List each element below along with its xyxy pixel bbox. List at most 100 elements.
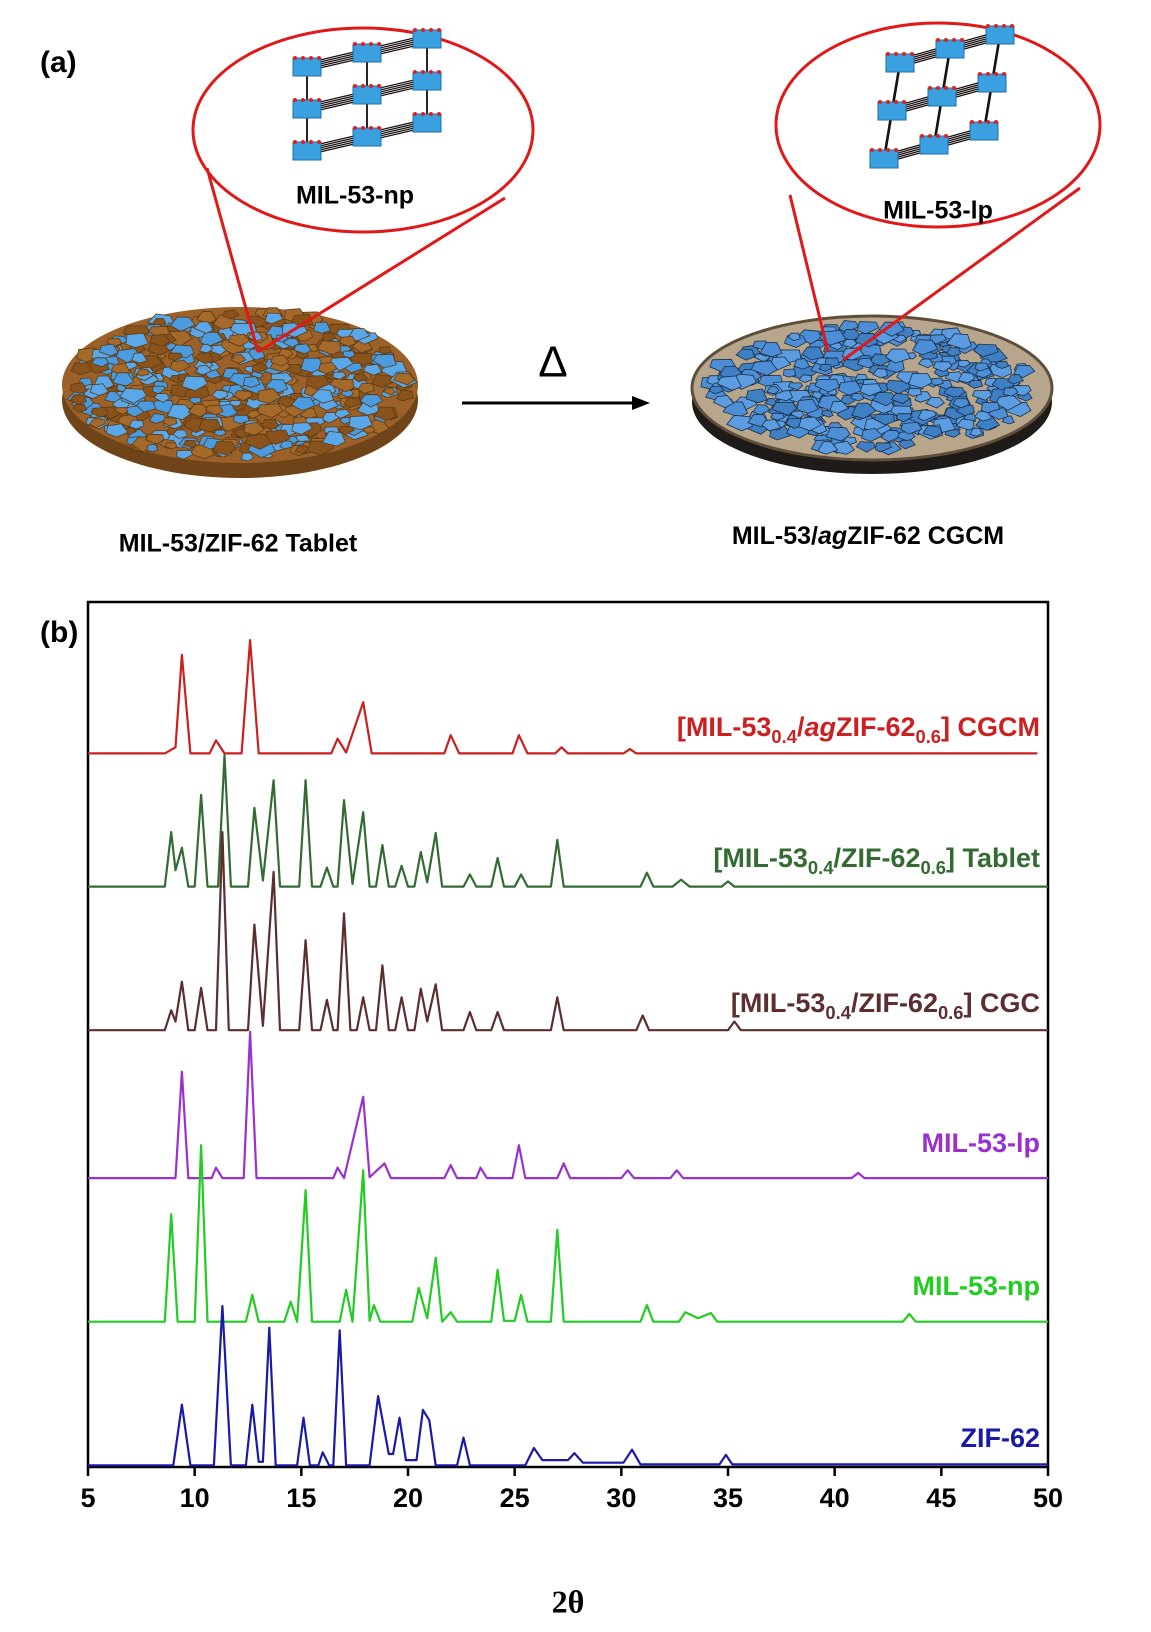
atom [293,56,297,60]
atom [1002,72,1006,76]
metal-node [878,102,906,120]
atom [978,72,982,76]
text-part: ag [804,712,836,742]
atom [369,126,373,130]
atom [369,42,373,46]
atom [886,52,890,56]
metal-node [886,54,914,72]
atom [353,126,357,130]
metal-node [928,88,956,106]
atom [413,112,417,116]
atom [429,112,433,116]
metal-node [986,26,1014,44]
atom [309,56,313,60]
text-part: ag [818,522,847,550]
atom [293,98,297,102]
metal-node [353,86,381,104]
x-tick-label: 15 [286,1483,316,1513]
atom [377,42,381,46]
atom [421,28,425,32]
atom [994,120,998,124]
text-part: 0.6 [920,857,946,878]
crystal [947,348,961,357]
atom [413,28,417,32]
atom [986,120,990,124]
inset-label: MIL-53-lp [883,197,993,225]
crystal [784,369,797,377]
x-tick-label: 25 [500,1483,530,1513]
atom [317,140,321,144]
atom [936,86,940,90]
atom [886,148,890,152]
atom [301,98,305,102]
text-part: MIL-53/ [732,522,818,550]
series-label: [MIL-530.4/ZIF-620.6] CGC [731,988,1040,1023]
atom [902,52,906,56]
atom [413,70,417,74]
atom [293,140,297,144]
series-label: MIL-53-lp [922,1128,1041,1158]
figure: (a) MIL-53-np MIL-53-lp Δ MIL-53/ZIF-62 … [0,0,1151,1632]
atom [944,86,948,90]
text-part: MIL-53-np [913,1271,1041,1301]
metal-node [413,30,441,48]
arrow-head [632,396,650,410]
x-tick-label: 30 [606,1483,636,1513]
atom [361,42,365,46]
atom [886,100,890,104]
atom [1002,24,1006,28]
atom [353,84,357,88]
text-part: ] Tablet [946,843,1040,873]
atom [437,112,441,116]
text-part: 0.4 [771,726,797,747]
text-part: ] CGC [964,988,1041,1018]
tablets [62,307,1052,478]
text-part: ZIF-62 CGCM [847,522,1004,550]
metal-node [353,44,381,62]
text-part: MIL-53-lp [922,1128,1041,1158]
metal-node [970,122,998,140]
atom [986,24,990,28]
text-part: ZIF-62 [836,712,916,742]
atom [944,134,948,138]
atom [902,100,906,104]
series-label: [MIL-530.4/ZIF-620.6] Tablet [713,843,1040,878]
atom [1010,24,1014,28]
atom [361,126,365,130]
arrow-label: Δ [538,338,567,387]
atom [978,120,982,124]
atom [870,148,874,152]
panel-label: (a) [40,46,77,79]
atom [421,112,425,116]
atom [317,56,321,60]
atom [878,100,882,104]
text-part: /ZIF-62 [833,843,920,873]
atom [377,84,381,88]
series-label: MIL-53-np [913,1271,1041,1301]
atom [361,84,365,88]
atom [936,134,940,138]
atom [894,100,898,104]
atom [878,148,882,152]
text-part: ZIF-62 [960,1423,1040,1453]
atom [920,134,924,138]
x-tick-label: 35 [713,1483,743,1513]
x-tick-label: 50 [1033,1483,1063,1513]
xrd-pattern [88,1032,1048,1178]
crystal [931,378,943,385]
text-part: 0.6 [915,726,941,747]
metal-node [978,74,1006,92]
metal-node [293,100,321,118]
text-part: [MIL-53 [713,843,808,873]
atom [437,70,441,74]
x-tick-label: 45 [926,1483,956,1513]
text-part: 0.4 [825,1002,851,1023]
atom [429,28,433,32]
atom [369,84,373,88]
metal-node [920,136,948,154]
crystal [147,444,158,451]
atom [910,52,914,56]
text-part: [MIL-53 [677,712,772,742]
series-label: ZIF-62 [960,1423,1040,1453]
